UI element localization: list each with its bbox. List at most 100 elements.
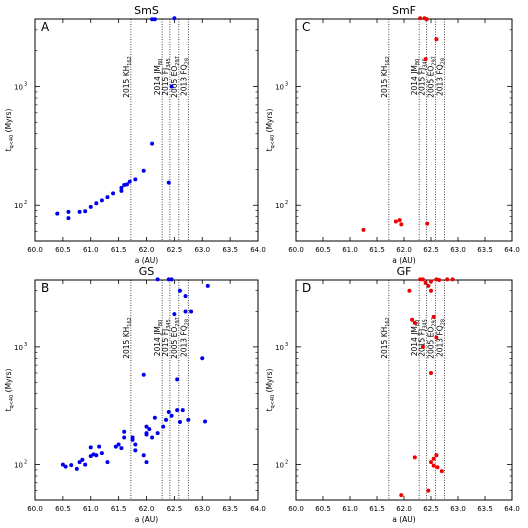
object-name: 2015 KH [380, 327, 389, 359]
object-subscript: 345 [166, 58, 172, 68]
plot-frame [34, 18, 259, 242]
y-tick-label: 10 [275, 462, 284, 470]
object-name: 2014 JM [410, 65, 419, 95]
data-point [152, 415, 157, 420]
y-axis-label-main: t [265, 148, 274, 151]
y-axis-label-sub: q<40 [9, 395, 15, 409]
object-label: 2014 JM80 [153, 59, 164, 96]
x-tick-label: 63.0 [194, 246, 210, 254]
x-tick-label: 63.5 [222, 505, 238, 513]
object-label: 2015 FJ345 [418, 58, 429, 96]
data-point [147, 427, 152, 432]
data-point [423, 280, 428, 285]
data-point [66, 209, 71, 214]
x-axis-label: a (AU) [392, 515, 416, 524]
data-point [177, 419, 182, 424]
data-point [399, 222, 404, 227]
panel-b: GS B 60.0 60.5 61.0 61.5 62.0 62.5 63.0 63.5 64.0 a… [4, 265, 266, 524]
x-tick-label: 61.0 [83, 505, 99, 513]
data-point [172, 16, 177, 21]
object-subscript: 297 [175, 56, 181, 66]
data-point [189, 309, 194, 314]
data-point [133, 442, 138, 447]
data-point [94, 453, 99, 458]
data-point [200, 356, 205, 361]
data-point [119, 446, 124, 451]
x-tick-label: 62.0 [396, 246, 412, 254]
data-point [435, 465, 440, 470]
object-label: 2014 JM80 [410, 320, 421, 357]
data-point [144, 432, 149, 437]
y-axis-label-sub: q<40 [270, 395, 276, 409]
object-subscript: 297 [431, 56, 437, 66]
x-tick-label: 61.5 [369, 246, 385, 254]
object-subscript: 162 [127, 56, 133, 66]
object-subscript: 28 [184, 319, 190, 325]
data-point [141, 168, 146, 173]
data-point [177, 288, 182, 293]
data-point [426, 283, 431, 288]
data-point [393, 219, 398, 224]
x-tick-label: 62.0 [396, 505, 412, 513]
data-point [169, 413, 174, 418]
data-point [130, 437, 135, 442]
x-tick-label: 61.0 [342, 505, 358, 513]
data-point [431, 314, 436, 319]
data-point [155, 431, 160, 436]
data-point [399, 493, 404, 498]
y-axis-label-main: t [265, 408, 274, 411]
x-tick-label: 63.0 [450, 505, 466, 513]
data-point [434, 335, 439, 340]
data-point [150, 435, 155, 440]
object-label: 2015 FJ345 [161, 58, 172, 96]
data-point [94, 201, 99, 206]
y-axis-label-main: t [4, 148, 13, 151]
y-tick-exponent: 3 [24, 342, 27, 348]
data-point [105, 460, 110, 465]
x-axis-label: a (AU) [135, 515, 159, 524]
data-point [437, 278, 442, 282]
x-tick-label: 61.5 [111, 505, 127, 513]
x-tick-label: 60.0 [27, 246, 43, 254]
data-point [74, 466, 79, 471]
object-label: 2015 KH162 [380, 317, 391, 359]
y-axis-label-tail: (Myrs) [265, 109, 274, 135]
object-label: 2015 KH162 [380, 56, 391, 98]
data-point [186, 417, 191, 422]
x-tick-label: 60.5 [315, 246, 331, 254]
x-tick-label: 60.0 [288, 505, 304, 513]
object-name: 2005 EO [426, 327, 435, 359]
data-point [425, 221, 430, 226]
y-tick-label: 10 [14, 344, 23, 352]
object-subscript: 28 [441, 319, 447, 325]
y-tick-exponent: 3 [24, 81, 27, 87]
object-subscript: 297 [431, 317, 437, 327]
data-point [420, 277, 425, 282]
object-name: 2013 FQ [436, 325, 445, 357]
data-point [105, 195, 110, 200]
y-tick-exponent: 3 [285, 81, 288, 87]
panel-letter: C [302, 20, 310, 34]
data-point [431, 456, 436, 461]
x-tick-label: 64.0 [250, 246, 266, 254]
object-subscript: 162 [385, 317, 391, 327]
y-tick-exponent: 2 [24, 200, 27, 206]
data-point [88, 204, 93, 209]
data-point [141, 372, 146, 377]
y-tick-exponent: 2 [285, 200, 288, 206]
object-name: 2015 FJ [161, 329, 170, 357]
object-label: 2014 JM80 [410, 59, 421, 96]
object-name: 2015 KH [122, 66, 131, 98]
object-name: 2013 FQ [436, 64, 445, 96]
data-point [155, 277, 160, 282]
panel-d: GF D 60.0 60.5 61.0 61.5 62.0 62.5 63.0 63.5 64.0 a… [265, 265, 520, 524]
y-tick-label: 10 [14, 462, 23, 470]
data-point [161, 424, 166, 429]
x-tick-label: 62.5 [423, 505, 439, 513]
x-tick-label: 63.0 [450, 246, 466, 254]
data-point [203, 419, 208, 424]
x-tick-label: 62.5 [423, 246, 439, 254]
data-point [97, 444, 102, 449]
y-axis-label: tq<40 (Myrs) [4, 369, 15, 412]
y-axis-label-tail: (Myrs) [4, 109, 13, 135]
